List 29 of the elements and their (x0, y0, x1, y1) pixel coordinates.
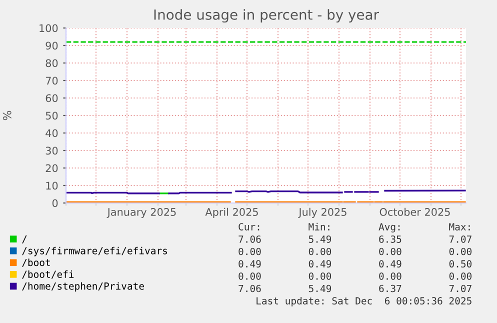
text: 0.00 0.00 0.00 0.00 (238, 248, 472, 256)
x-tick-label: October 2025 (380, 208, 450, 216)
y-tick-label: 10 (46, 182, 58, 190)
y-tick-label: 90 (46, 42, 58, 50)
text: 7.06 5.49 6.35 7.07 (238, 235, 472, 243)
y-tick-label: 80 (46, 59, 58, 68)
text: Last update: Sat Dec 6 00:05:36 2025 (256, 296, 472, 306)
y-axis-title: % (2, 110, 12, 120)
y-tick-label: 0 (52, 199, 58, 208)
legend-label: /boot (22, 258, 50, 267)
text: Cur: Min: Avg: Max: (238, 222, 470, 232)
chart-title: Inode usage in percent - by year (154, 9, 380, 23)
text: 0.49 0.49 0.49 0.50 (238, 260, 472, 268)
y-tick-label: 20 (46, 164, 58, 172)
text: 0.00 0.00 0.00 0.00 (238, 272, 472, 280)
y-tick-label: 30 (46, 146, 58, 155)
y-tick-label: 70 (46, 76, 58, 85)
y-tick-label: 100 (40, 24, 58, 32)
text: 7.06 5.49 6.37 7.07 (238, 284, 472, 292)
legend-label: / (22, 235, 27, 244)
y-tick-label: 60 (46, 94, 58, 102)
legend-label: /boot/efi (22, 270, 74, 279)
x-tick-label: April 2025 (205, 208, 258, 218)
x-tick-label: July 2025 (298, 208, 346, 218)
y-tick-label: 40 (46, 129, 58, 138)
legend-label: /home/stephen/Private (22, 282, 144, 292)
y-tick-label: 50 (46, 112, 58, 120)
x-tick-label: January 2025 (106, 208, 176, 218)
legend-label: /sys/firmware/efi/efivars (22, 246, 167, 256)
